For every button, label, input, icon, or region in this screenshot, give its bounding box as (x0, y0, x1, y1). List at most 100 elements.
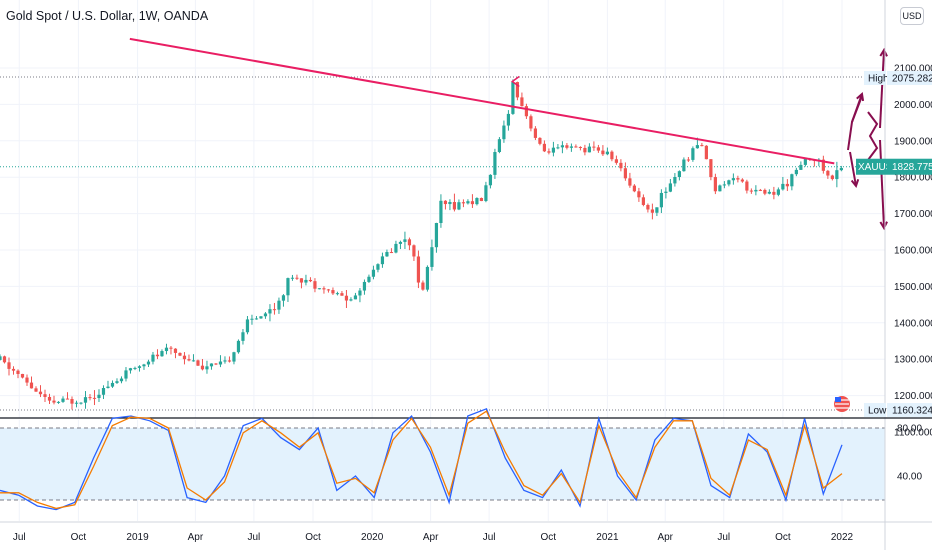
candle-body (322, 288, 326, 290)
candle-body (515, 82, 520, 98)
candle-body (245, 319, 250, 333)
candle-body (506, 113, 511, 126)
candle-body (785, 183, 789, 187)
candle-body (371, 269, 376, 277)
candle-body (430, 247, 434, 267)
candle-body (290, 277, 295, 279)
candle-body (821, 159, 825, 171)
candle-body (137, 366, 142, 368)
y-tick-label: 1500.000 (894, 282, 932, 293)
candle-body (88, 397, 92, 399)
candle-body (497, 139, 502, 153)
candle-body (682, 159, 686, 172)
candle-body (281, 295, 286, 301)
candle-body (272, 309, 277, 311)
candle-body (664, 191, 668, 193)
candle-body (457, 202, 461, 210)
candle-body (439, 200, 443, 223)
candle-body (641, 197, 645, 205)
candle-body (668, 183, 672, 192)
x-tick-label: Oct (540, 532, 556, 543)
candle-body (299, 278, 304, 283)
low-tag-value: 1160.324 (892, 406, 932, 417)
candle-body (16, 370, 20, 374)
candle-body (0, 356, 2, 360)
candle-body (65, 398, 70, 400)
candle-body (74, 402, 79, 404)
candle-body (547, 151, 551, 153)
candle-body (169, 347, 173, 349)
candle-body (605, 151, 609, 155)
candle-body (227, 360, 232, 362)
high-tag-value-bg (887, 70, 932, 85)
y-tick-label: 2100.000 (894, 64, 932, 75)
candle-body (146, 361, 151, 365)
candle-body (754, 189, 758, 192)
candle-body (295, 277, 299, 279)
last-price-value: 1828.775 (892, 162, 932, 173)
candle-body (376, 264, 380, 270)
candle-body (425, 266, 430, 290)
candle-body (268, 309, 272, 314)
candle-body (542, 143, 547, 152)
y-tick-label: 1900.000 (894, 136, 932, 147)
candle-body (70, 399, 74, 404)
candle-body (731, 178, 735, 181)
candle-body (610, 151, 614, 160)
candle-body (92, 397, 97, 399)
candle-body (839, 168, 843, 171)
candle-body (182, 355, 187, 360)
trendline-arrow-icon (510, 75, 520, 88)
candle-body (106, 386, 110, 389)
last-price-bg (887, 158, 932, 175)
y-tick-label: 1400.000 (894, 318, 932, 329)
candle-body (241, 332, 245, 341)
candle-body (308, 279, 313, 282)
candle-body (340, 293, 344, 296)
stoch-tick-label: 40.00 (897, 472, 922, 483)
last-symbol-bg (856, 158, 887, 175)
candle-body (623, 168, 627, 179)
currency-button[interactable]: USD (900, 7, 924, 25)
arrow-down-scenario (849, 151, 857, 187)
candle-body (677, 171, 681, 178)
candle-body (133, 367, 137, 369)
x-tick-label: Oct (775, 532, 791, 543)
candle-body (470, 201, 475, 205)
candle-body (574, 146, 578, 148)
candle-body (520, 97, 524, 107)
candle-body (830, 175, 834, 180)
candle-body (259, 316, 263, 319)
candle-body (529, 116, 533, 129)
candle-body (187, 359, 191, 361)
arrow-up-scenario-icon (856, 92, 865, 102)
candle-body (43, 394, 47, 397)
candle-body (443, 200, 448, 205)
candle-body (335, 293, 340, 295)
candle-body (398, 241, 403, 244)
candle-body (173, 348, 178, 353)
candle-body (745, 181, 749, 191)
low-tag-value-bg (887, 403, 932, 418)
candle-body (416, 256, 421, 283)
candle-body (452, 202, 457, 210)
candle-body (79, 402, 83, 404)
candle-body (713, 177, 717, 192)
candle-body (380, 256, 385, 265)
candle-body (650, 209, 654, 213)
candle-body (556, 147, 560, 149)
candle-body (619, 162, 623, 169)
candle-body (704, 145, 708, 160)
candle-body (263, 313, 268, 317)
candle-body (97, 394, 101, 399)
candle-body (56, 401, 61, 403)
candle-body (502, 125, 506, 140)
candle-body (421, 282, 425, 290)
high-tag-value: 2075.282 (892, 73, 932, 84)
candle-body (11, 368, 16, 371)
candle-body (412, 245, 416, 257)
candle-body (214, 363, 218, 365)
candle-body (659, 192, 663, 208)
